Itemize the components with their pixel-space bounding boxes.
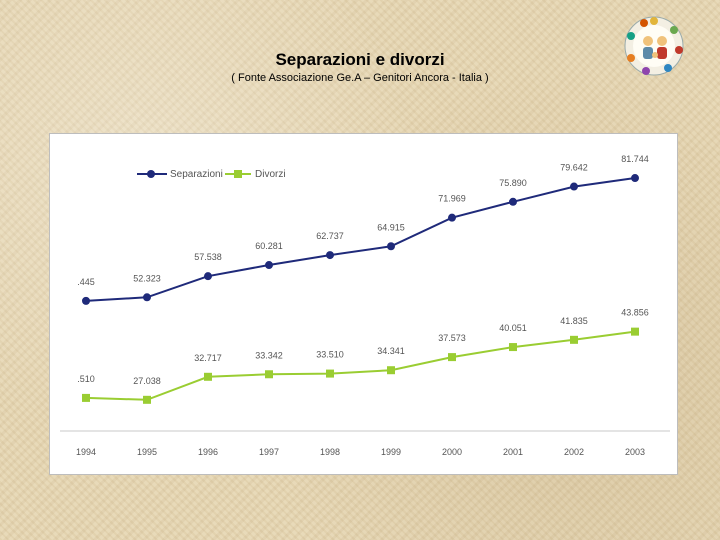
data-label-separazioni: 71.969 (438, 194, 466, 204)
data-point-separazioni (387, 242, 395, 251)
data-label-divorzi: 43.856 (621, 308, 649, 318)
line-chart: Separazioni Divorzi 1994 1995 1996 1997 1998… (60, 154, 670, 457)
x-tick-label: 2002 (564, 447, 584, 457)
legend: Separazioni Divorzi (137, 169, 286, 180)
data-point-divorzi (265, 370, 273, 379)
x-tick-label: 1996 (198, 447, 218, 457)
data-label-divorzi: 37.573 (438, 333, 466, 343)
x-tick-label: 1994 (76, 447, 96, 457)
data-point-separazioni (143, 293, 151, 302)
data-label-separazioni: 57.538 (194, 252, 222, 262)
data-label-divorzi: 40.051 (499, 323, 527, 333)
data-point-divorzi (82, 393, 90, 402)
data-point-separazioni (448, 213, 456, 222)
data-point-separazioni (509, 197, 517, 206)
data-label-separazioni: 81.744 (621, 154, 649, 164)
legend-label-separazioni: Separazioni (170, 169, 223, 180)
data-point-separazioni (326, 251, 334, 260)
x-tick-label: 1999 (381, 447, 401, 457)
data-label-divorzi: 33.510 (316, 350, 344, 360)
data-label-separazioni: 60.281 (255, 241, 283, 251)
data-point-separazioni (631, 174, 639, 183)
legend-marker-separazioni (147, 170, 155, 178)
data-point-divorzi (326, 369, 334, 378)
data-point-divorzi (387, 366, 395, 375)
data-label-separazioni: 75.890 (499, 178, 527, 188)
x-tick-label: 2000 (442, 447, 462, 457)
data-label-separazioni: 64.915 (377, 222, 405, 232)
data-point-divorzi (143, 395, 151, 404)
data-label-divorzi: 41.835 (560, 316, 588, 326)
x-tick-label: 2003 (625, 447, 645, 457)
data-point-divorzi (570, 335, 578, 344)
data-point-divorzi (204, 372, 212, 381)
x-tick-label: 1998 (320, 447, 340, 457)
data-point-separazioni (82, 296, 90, 305)
slide-title: Separazioni e divorzi (275, 50, 445, 69)
data-label-divorzi: 27.038 (133, 376, 161, 386)
data-point-separazioni (204, 272, 212, 281)
legend-marker-divorzi (234, 170, 242, 178)
series-line-divorzi (85, 330, 636, 401)
data-point-divorzi (509, 343, 517, 352)
data-label-divorzi: 34.341 (377, 346, 405, 356)
x-tick-label: 1997 (259, 447, 279, 457)
data-label-separazioni: 79.642 (560, 163, 588, 173)
series-line-separazioni (85, 177, 636, 302)
data-label-separazioni: .445 (77, 277, 95, 287)
legend-label-divorzi: Divorzi (255, 169, 286, 180)
chart-frame: Separazioni Divorzi 1994 1995 1996 1997 1998… (49, 133, 678, 475)
family-logo-icon (624, 16, 684, 76)
data-label-divorzi: 32.717 (194, 353, 222, 363)
data-label-divorzi: 33.342 (255, 350, 283, 360)
data-label-separazioni: 52.323 (133, 273, 161, 283)
slide-subtitle: ( Fonte Associazione Ge.A – Genitori Anc… (231, 72, 489, 84)
x-tick-label: 2001 (503, 447, 523, 457)
data-point-divorzi (631, 327, 639, 336)
data-point-divorzi (448, 353, 456, 362)
data-point-separazioni (570, 182, 578, 191)
data-label-separazioni: 62.737 (316, 231, 344, 241)
data-label-divorzi: .510 (77, 374, 95, 384)
plot-area: 1994 1995 1996 1997 1998 1999 2000 2001 2002 2003… (76, 154, 649, 457)
x-tick-label: 1995 (137, 447, 157, 457)
data-point-separazioni (265, 261, 273, 270)
